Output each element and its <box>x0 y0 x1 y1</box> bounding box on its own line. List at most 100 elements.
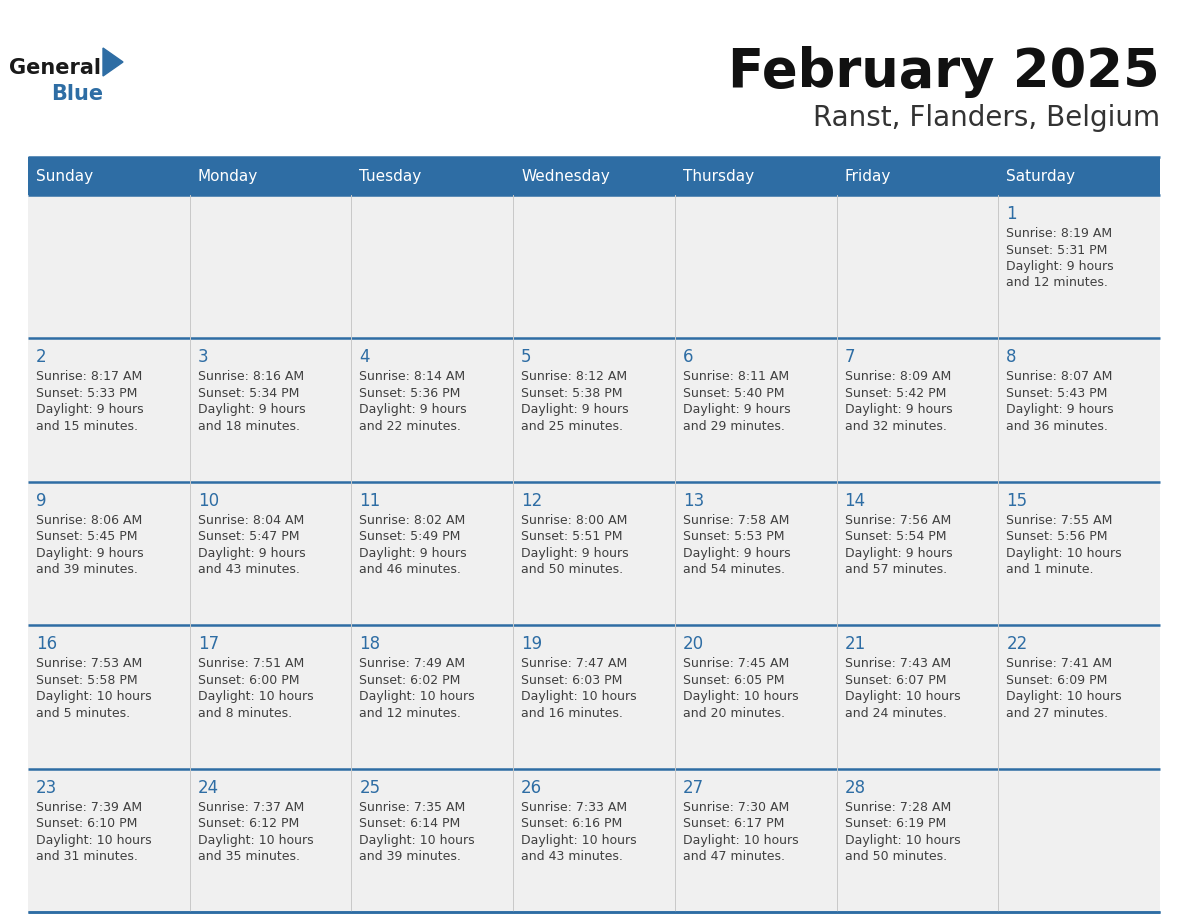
Text: Daylight: 9 hours: Daylight: 9 hours <box>522 403 628 417</box>
Text: Sunset: 6:14 PM: Sunset: 6:14 PM <box>360 817 461 830</box>
Text: Sunset: 6:07 PM: Sunset: 6:07 PM <box>845 674 946 687</box>
Text: and 47 minutes.: and 47 minutes. <box>683 850 785 863</box>
Text: Monday: Monday <box>197 169 258 184</box>
Text: Sunset: 5:38 PM: Sunset: 5:38 PM <box>522 386 623 400</box>
Text: Sunrise: 7:37 AM: Sunrise: 7:37 AM <box>197 800 304 813</box>
Text: and 43 minutes.: and 43 minutes. <box>522 850 623 863</box>
Text: Daylight: 9 hours: Daylight: 9 hours <box>36 547 144 560</box>
Text: Sunset: 6:09 PM: Sunset: 6:09 PM <box>1006 674 1107 687</box>
Text: and 1 minute.: and 1 minute. <box>1006 564 1094 577</box>
Text: Sunrise: 7:41 AM: Sunrise: 7:41 AM <box>1006 657 1112 670</box>
Text: Sunset: 6:05 PM: Sunset: 6:05 PM <box>683 674 784 687</box>
Text: Sunrise: 8:09 AM: Sunrise: 8:09 AM <box>845 370 950 384</box>
Text: Daylight: 9 hours: Daylight: 9 hours <box>197 403 305 417</box>
Text: Daylight: 10 hours: Daylight: 10 hours <box>1006 547 1121 560</box>
Text: Daylight: 9 hours: Daylight: 9 hours <box>683 403 790 417</box>
Text: Sunset: 5:45 PM: Sunset: 5:45 PM <box>36 531 138 543</box>
Text: Daylight: 9 hours: Daylight: 9 hours <box>36 403 144 417</box>
Text: February 2025: February 2025 <box>728 46 1159 98</box>
Polygon shape <box>103 48 124 76</box>
Bar <box>29 195 1159 339</box>
Text: 2: 2 <box>36 349 46 366</box>
Text: 17: 17 <box>197 635 219 654</box>
Text: and 29 minutes.: and 29 minutes. <box>683 420 785 433</box>
Text: and 27 minutes.: and 27 minutes. <box>1006 707 1108 720</box>
Text: Daylight: 10 hours: Daylight: 10 hours <box>360 690 475 703</box>
Text: Daylight: 10 hours: Daylight: 10 hours <box>360 834 475 846</box>
Text: and 50 minutes.: and 50 minutes. <box>845 850 947 863</box>
Text: Sunrise: 8:00 AM: Sunrise: 8:00 AM <box>522 514 627 527</box>
Text: 12: 12 <box>522 492 543 509</box>
Text: Sunset: 5:43 PM: Sunset: 5:43 PM <box>1006 386 1107 400</box>
Bar <box>29 625 1159 768</box>
Text: Sunset: 5:47 PM: Sunset: 5:47 PM <box>197 531 299 543</box>
Text: 6: 6 <box>683 349 694 366</box>
Text: and 20 minutes.: and 20 minutes. <box>683 707 785 720</box>
Text: and 5 minutes.: and 5 minutes. <box>36 707 131 720</box>
Text: and 16 minutes.: and 16 minutes. <box>522 707 623 720</box>
Bar <box>29 768 1159 912</box>
Text: Daylight: 10 hours: Daylight: 10 hours <box>845 834 960 846</box>
Text: Sunrise: 8:14 AM: Sunrise: 8:14 AM <box>360 370 466 384</box>
Text: Sunrise: 7:55 AM: Sunrise: 7:55 AM <box>1006 514 1113 527</box>
Text: and 25 minutes.: and 25 minutes. <box>522 420 624 433</box>
Text: Sunset: 5:53 PM: Sunset: 5:53 PM <box>683 531 784 543</box>
Text: Sunrise: 7:35 AM: Sunrise: 7:35 AM <box>360 800 466 813</box>
Text: Sunset: 6:17 PM: Sunset: 6:17 PM <box>683 817 784 830</box>
Text: Daylight: 10 hours: Daylight: 10 hours <box>522 834 637 846</box>
Text: Sunrise: 7:49 AM: Sunrise: 7:49 AM <box>360 657 466 670</box>
Text: 7: 7 <box>845 349 855 366</box>
Text: Sunrise: 8:17 AM: Sunrise: 8:17 AM <box>36 370 143 384</box>
Text: Sunrise: 7:43 AM: Sunrise: 7:43 AM <box>845 657 950 670</box>
Text: Sunset: 5:31 PM: Sunset: 5:31 PM <box>1006 243 1107 256</box>
Text: 14: 14 <box>845 492 866 509</box>
Text: Sunrise: 8:11 AM: Sunrise: 8:11 AM <box>683 370 789 384</box>
Text: Sunrise: 7:45 AM: Sunrise: 7:45 AM <box>683 657 789 670</box>
Text: General: General <box>10 58 101 78</box>
Text: 24: 24 <box>197 778 219 797</box>
Text: and 54 minutes.: and 54 minutes. <box>683 564 785 577</box>
Text: and 57 minutes.: and 57 minutes. <box>845 564 947 577</box>
Text: Sunrise: 7:47 AM: Sunrise: 7:47 AM <box>522 657 627 670</box>
Text: 21: 21 <box>845 635 866 654</box>
Text: 5: 5 <box>522 349 532 366</box>
Text: Sunset: 6:10 PM: Sunset: 6:10 PM <box>36 817 138 830</box>
Text: and 46 minutes.: and 46 minutes. <box>360 564 461 577</box>
Text: Blue: Blue <box>51 84 103 104</box>
Text: Sunrise: 7:28 AM: Sunrise: 7:28 AM <box>845 800 950 813</box>
Text: Sunset: 6:02 PM: Sunset: 6:02 PM <box>360 674 461 687</box>
Text: Daylight: 9 hours: Daylight: 9 hours <box>845 403 953 417</box>
Text: Sunset: 5:49 PM: Sunset: 5:49 PM <box>360 531 461 543</box>
Text: Daylight: 9 hours: Daylight: 9 hours <box>1006 260 1114 273</box>
Text: 10: 10 <box>197 492 219 509</box>
Text: and 18 minutes.: and 18 minutes. <box>197 420 299 433</box>
Text: Sunset: 5:58 PM: Sunset: 5:58 PM <box>36 674 138 687</box>
Text: Sunset: 5:34 PM: Sunset: 5:34 PM <box>197 386 299 400</box>
Text: 16: 16 <box>36 635 57 654</box>
Text: and 15 minutes.: and 15 minutes. <box>36 420 138 433</box>
Text: Sunset: 5:51 PM: Sunset: 5:51 PM <box>522 531 623 543</box>
Text: Ranst, Flanders, Belgium: Ranst, Flanders, Belgium <box>813 104 1159 132</box>
Text: Sunset: 5:56 PM: Sunset: 5:56 PM <box>1006 531 1107 543</box>
Text: and 12 minutes.: and 12 minutes. <box>360 707 461 720</box>
Text: Sunrise: 8:07 AM: Sunrise: 8:07 AM <box>1006 370 1113 384</box>
Text: and 39 minutes.: and 39 minutes. <box>360 850 461 863</box>
Text: Tuesday: Tuesday <box>360 169 422 184</box>
Text: Sunset: 5:54 PM: Sunset: 5:54 PM <box>845 531 946 543</box>
Text: Daylight: 10 hours: Daylight: 10 hours <box>1006 690 1121 703</box>
Text: Daylight: 10 hours: Daylight: 10 hours <box>197 690 314 703</box>
Text: 25: 25 <box>360 778 380 797</box>
Text: Sunset: 6:12 PM: Sunset: 6:12 PM <box>197 817 299 830</box>
Text: Daylight: 9 hours: Daylight: 9 hours <box>683 547 790 560</box>
Text: Daylight: 9 hours: Daylight: 9 hours <box>1006 403 1114 417</box>
Text: 28: 28 <box>845 778 866 797</box>
Text: Sunrise: 8:12 AM: Sunrise: 8:12 AM <box>522 370 627 384</box>
Text: Sunrise: 7:53 AM: Sunrise: 7:53 AM <box>36 657 143 670</box>
Text: 20: 20 <box>683 635 704 654</box>
Text: 15: 15 <box>1006 492 1028 509</box>
Text: Sunday: Sunday <box>36 169 93 184</box>
Bar <box>29 339 1159 482</box>
Text: and 35 minutes.: and 35 minutes. <box>197 850 299 863</box>
Text: Daylight: 9 hours: Daylight: 9 hours <box>360 403 467 417</box>
Text: Sunrise: 8:06 AM: Sunrise: 8:06 AM <box>36 514 143 527</box>
